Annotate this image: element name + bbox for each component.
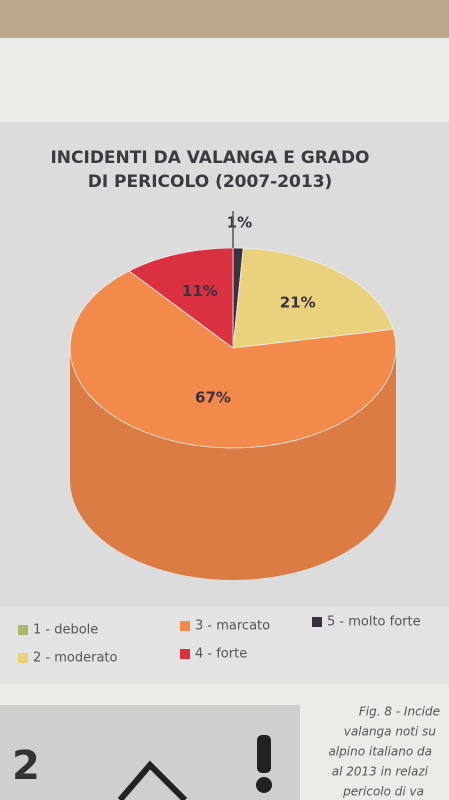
- chart-title: DI PERICOLO (2007-2013): [88, 172, 333, 192]
- data-label: 21%: [280, 293, 316, 311]
- exclamation: [257, 735, 271, 773]
- data-label: 11%: [182, 282, 218, 300]
- legend-swatch: [18, 625, 28, 635]
- caption-line: pericolo di va: [342, 785, 424, 799]
- figure-box: [0, 705, 300, 800]
- pie-slice: [128, 247, 234, 349]
- warning-icon: [117, 760, 188, 800]
- legend-label: 2 - moderato: [33, 651, 118, 666]
- exclamation-dot: [256, 777, 272, 793]
- caption-line: alpino italiano da: [328, 745, 432, 759]
- legend-label: 4 - forte: [195, 647, 247, 662]
- pie-slice: [69, 270, 397, 449]
- caption-line: al 2013 in relazi: [332, 765, 429, 779]
- legend-label: 1 - debole: [33, 623, 98, 638]
- legend-swatch: [180, 621, 190, 631]
- legend-label: 3 - marcato: [195, 619, 270, 634]
- caption-line: Fig. 8 - Incide: [359, 705, 440, 719]
- legend-swatch: [180, 649, 190, 659]
- pie-side: [70, 348, 396, 580]
- legend-swatch: [312, 617, 322, 627]
- pie-slice: [232, 247, 394, 349]
- data-label: 67%: [195, 389, 231, 407]
- data-label: 1%: [227, 214, 252, 232]
- caption-line: valanga noti su: [344, 725, 437, 739]
- page-number: 2: [12, 743, 40, 789]
- legend-panel: [0, 606, 449, 684]
- pie-chart: 1% 21% 67% 11% 1 - debole 2 - moderato 3 - mar…: [18, 211, 421, 666]
- legend-label: 5 - molto forte: [327, 615, 421, 630]
- chart-title: INCIDENTI DA VALANGA E GRADO: [50, 148, 369, 168]
- legend-swatch: [18, 653, 28, 663]
- tiles: [0, 0, 449, 40]
- caption: Fig. 8 - Incide valanga noti su alpino ita…: [328, 705, 440, 799]
